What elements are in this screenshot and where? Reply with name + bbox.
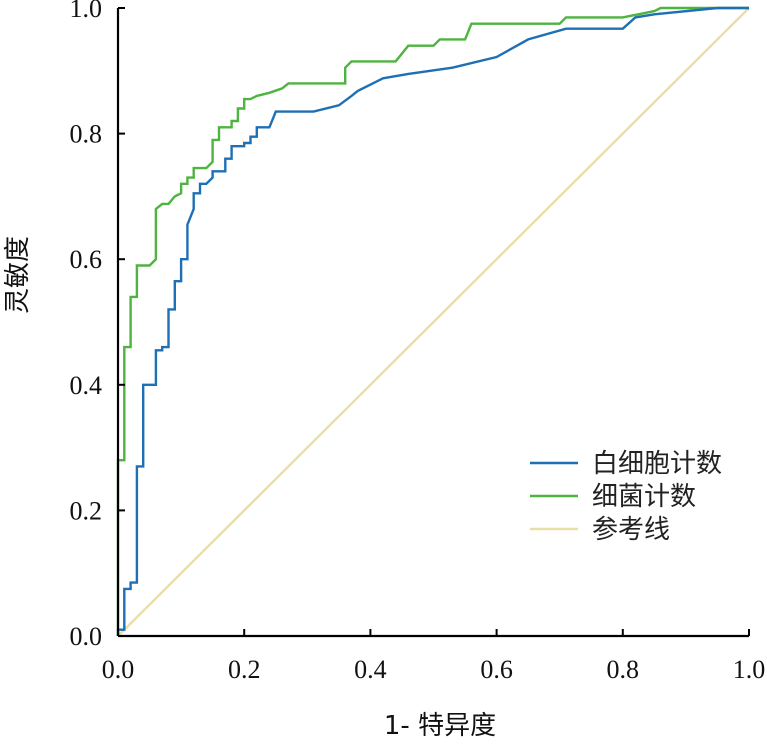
x-tick-label: 1.0 <box>733 655 766 684</box>
x-tick-label: 0.8 <box>607 655 640 684</box>
legend-label: 细菌计数 <box>592 482 696 512</box>
y-tick-label: 0.6 <box>70 245 103 274</box>
legend-label: 白细胞计数 <box>592 449 722 479</box>
y-tick-label: 0.4 <box>70 371 103 400</box>
series-1-line <box>116 6 749 636</box>
legend-label: 参考线 <box>592 515 670 545</box>
y-tick-label: 0.0 <box>70 622 103 651</box>
series-2-line <box>117 7 750 637</box>
x-tick-label: 0.6 <box>480 655 513 684</box>
y-tick-label: 0.8 <box>70 120 103 149</box>
y-axis-title: 灵敏度 <box>3 236 33 314</box>
tick-labels: 0.0 0.2 0.4 0.6 0.8 1.0 0.0 0.2 0.4 0.6 0.8 1.0 <box>70 0 766 684</box>
x-tick-label: 0.2 <box>228 655 261 684</box>
axes <box>116 7 750 638</box>
x-axis-title: 1- 特异度 <box>384 711 496 741</box>
y-tick-label: 0.2 <box>70 496 103 525</box>
series-0-line <box>116 6 749 636</box>
x-tick-label: 0.0 <box>102 655 135 684</box>
y-tick-label: 1.0 <box>70 0 103 23</box>
plot-area <box>116 6 750 637</box>
x-tick-label: 0.4 <box>354 655 387 684</box>
